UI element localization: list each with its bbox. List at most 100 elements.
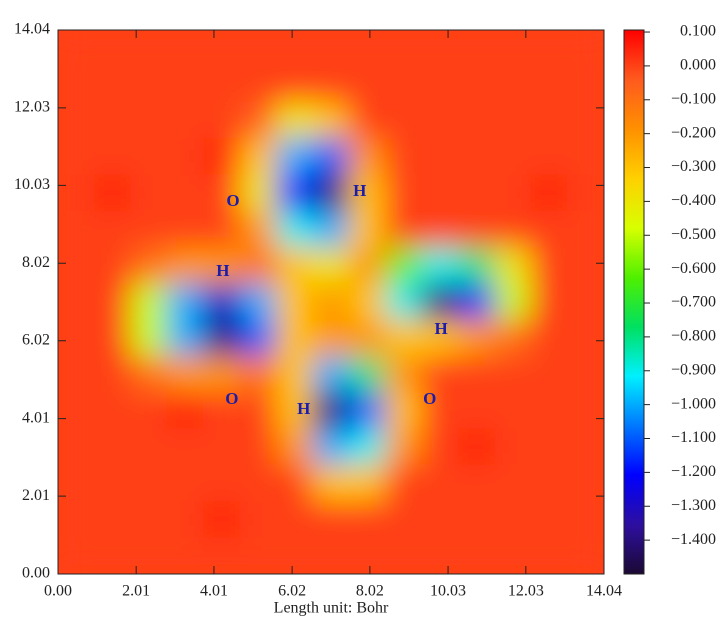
heatmap-cell (385, 355, 423, 394)
x-tick-label: 8.02 (356, 583, 384, 600)
heatmap-cell (58, 30, 95, 67)
heatmap-cell (494, 247, 532, 285)
colorbar-tick-label: −0.500 (671, 226, 716, 243)
colorbar-tick-label: 0.100 (680, 23, 716, 40)
heatmap-cell (203, 30, 241, 67)
heatmap-cell (130, 247, 168, 285)
colorbar-tick-label: −0.700 (671, 294, 716, 311)
heatmap-cell (457, 210, 496, 249)
heatmap-cell (457, 537, 496, 574)
heatmap-cell (530, 283, 569, 321)
heatmap-cell (385, 102, 423, 140)
heatmap-cell (239, 319, 277, 357)
y-tick-label: 14.04 (14, 21, 50, 38)
heatmap-cell (275, 210, 314, 249)
heatmap-cell (275, 355, 314, 394)
heatmap-cell (494, 319, 532, 357)
heatmap-cell (239, 464, 277, 502)
heatmap-cell (312, 537, 350, 574)
heatmap-cell (530, 464, 569, 502)
heatmap-cell (348, 319, 387, 357)
heatmap-cell (567, 319, 604, 357)
heatmap-cell (203, 283, 241, 321)
heatmap-cell (494, 174, 532, 212)
heatmap-cell (130, 283, 168, 321)
overlay: 0.00 2.01 4.01 6.02 8.02 10.03 12.03 14.04 0.00 2… (14, 21, 716, 600)
heatmap-cell (348, 428, 387, 466)
heatmap-cell (530, 174, 569, 212)
heatmap-cell (421, 210, 459, 249)
colorbar-tick-label: −1.200 (671, 463, 716, 480)
heatmap-cell (130, 210, 168, 249)
heatmap-cell (166, 102, 205, 140)
heatmap-cell (275, 102, 314, 140)
colorbar-tick-label: −1.400 (671, 531, 716, 548)
heatmap-cell (348, 138, 387, 176)
heatmap-cell (530, 138, 569, 176)
heatmap-cell (93, 319, 132, 357)
colorbar-tick-label: −0.600 (671, 260, 716, 277)
heatmap-cell (348, 500, 387, 539)
heatmap-cell (93, 30, 132, 67)
heatmap-cell (567, 247, 604, 285)
heatmap-cell (93, 65, 132, 104)
heatmap-cell (312, 283, 350, 321)
heatmap-cell (567, 537, 604, 574)
heatmap-cell (93, 247, 132, 285)
heatmap-cell (457, 428, 496, 466)
heatmap-cell (385, 392, 423, 430)
heatmap-cell (203, 355, 241, 394)
x-tick-label: 0.00 (44, 583, 72, 600)
heatmap-cell (385, 428, 423, 466)
heatmap-cell (130, 319, 168, 357)
heatmap-cell (93, 537, 132, 574)
heatmap-cell (239, 138, 277, 176)
colorbar-tick-label: −0.200 (671, 124, 716, 141)
heatmap-cell (348, 174, 387, 212)
heatmap-cell (457, 283, 496, 321)
heatmap-cell (203, 537, 241, 574)
heatmap-cell (239, 30, 277, 67)
atom-label: O (226, 191, 239, 210)
heatmap-cell (166, 500, 205, 539)
heatmap-cell (494, 500, 532, 539)
heatmap-cell (130, 428, 168, 466)
heatmap-cell (421, 247, 459, 285)
heatmap-cell (93, 355, 132, 394)
heatmap-cell (166, 537, 205, 574)
heatmap-cell (312, 65, 350, 104)
heatmap-cell (494, 102, 532, 140)
heatmap-cell (494, 210, 532, 249)
colorbar-tick-label: −1.300 (671, 497, 716, 514)
heatmap-cell (421, 355, 459, 394)
heatmap-cell (348, 65, 387, 104)
colorbar-tick-label: −0.300 (671, 158, 716, 175)
heatmap-cell (166, 174, 205, 212)
heatmap-cell (166, 319, 205, 357)
heatmap-cell (239, 65, 277, 104)
heatmap-cell (58, 210, 95, 249)
heatmap-cell (494, 283, 532, 321)
heatmap-cell (130, 392, 168, 430)
x-tick-label: 10.03 (430, 583, 466, 600)
heatmap-cell (275, 319, 314, 357)
heatmap-cell (530, 537, 569, 574)
heatmap-cell (58, 392, 95, 430)
heatmap-cell (58, 537, 95, 574)
atom-label: H (216, 261, 229, 280)
heatmap-cell (275, 500, 314, 539)
heatmap-cell (58, 247, 95, 285)
heatmap-cell (421, 102, 459, 140)
heatmap-cell (457, 319, 496, 357)
heatmap-cell (130, 464, 168, 502)
heatmap-cell (385, 210, 423, 249)
heatmap-cell (166, 138, 205, 176)
heatmap-cell (312, 174, 350, 212)
heatmap-cell (203, 102, 241, 140)
heatmap-cell (421, 392, 459, 430)
heatmap-cell (312, 392, 350, 430)
y-tick-label: 6.02 (22, 331, 50, 348)
heatmap-cell (530, 102, 569, 140)
heatmap-cell (93, 283, 132, 321)
heatmap-cell (457, 174, 496, 212)
